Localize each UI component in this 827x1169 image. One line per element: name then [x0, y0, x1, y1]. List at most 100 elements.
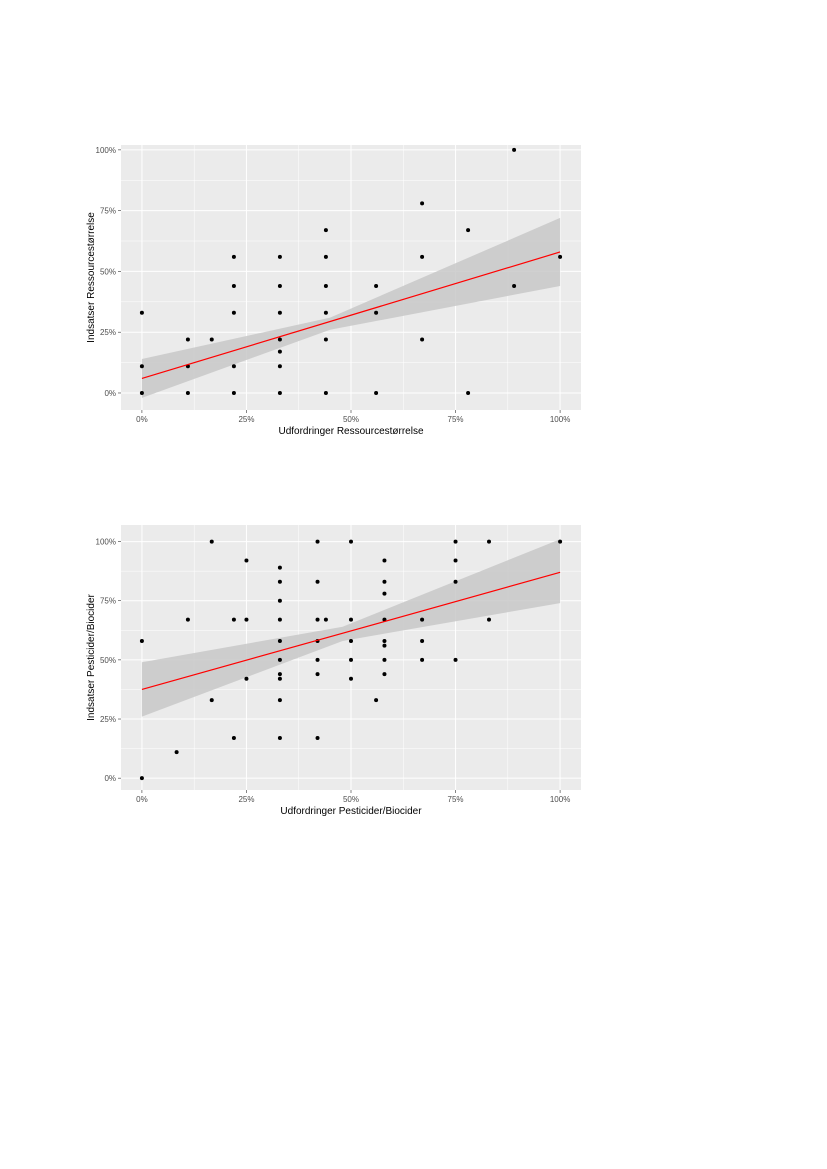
data-point — [244, 617, 249, 622]
data-point — [277, 698, 282, 703]
data-point — [420, 201, 425, 206]
data-point — [453, 539, 458, 544]
data-point — [382, 579, 387, 584]
data-point — [244, 676, 249, 681]
data-point — [231, 735, 236, 740]
y-tick-label: 25% — [100, 328, 116, 337]
data-point — [277, 672, 282, 677]
data-point — [185, 390, 190, 395]
y-axis-title: Indsatser Ressourcestørrelse — [86, 212, 97, 343]
confidence-band — [141, 217, 561, 398]
x-tick-label: 75% — [448, 415, 464, 424]
data-point — [277, 735, 282, 740]
data-point — [277, 390, 282, 395]
data-point — [139, 638, 144, 643]
data-point — [231, 284, 236, 289]
data-point — [349, 539, 353, 544]
y-tick-label: 100% — [96, 538, 116, 547]
data-point — [139, 364, 144, 369]
data-point — [185, 617, 190, 622]
data-point — [382, 672, 387, 677]
data-point — [512, 284, 517, 289]
y-tick-label: 100% — [96, 146, 116, 155]
data-point — [139, 776, 144, 781]
data-point — [487, 539, 491, 544]
data-point — [374, 390, 379, 395]
data-point — [231, 617, 236, 622]
data-point — [323, 390, 328, 395]
chart-svg: 0% 0% 25% 25% 50% 50% 75% 75% 100% 100% Udfordring… — [86, 525, 581, 817]
data-point — [382, 558, 387, 563]
data-point — [174, 750, 179, 755]
data-point — [420, 657, 425, 662]
y-axis-title: Indsatser Pesticider/Biocider — [86, 593, 97, 720]
data-point — [382, 591, 387, 596]
data-point — [244, 558, 249, 563]
data-point — [466, 390, 471, 395]
data-point — [420, 638, 425, 643]
data-point — [487, 617, 491, 622]
x-axis-title: Udfordringer Pesticider/Biocider — [280, 806, 422, 817]
data-point — [466, 228, 471, 233]
scatter-plot-ressourcestorrelse: 0% 0% 25% 25% 50% 50% 75% 75% 100% 100% Udfordring… — [0, 130, 827, 460]
data-point — [277, 349, 282, 354]
data-point — [382, 657, 387, 662]
data-point — [277, 598, 282, 603]
data-point — [231, 254, 236, 259]
x-tick-label: 75% — [448, 795, 464, 804]
data-point — [382, 643, 387, 648]
data-point — [420, 254, 425, 259]
data-point — [231, 390, 236, 395]
data-point — [420, 617, 425, 622]
data-point — [420, 337, 425, 342]
data-point — [277, 337, 282, 342]
x-tick-label: 100% — [550, 415, 570, 424]
y-tick-label: 50% — [100, 267, 116, 276]
chart-svg: 0% 0% 25% 25% 50% 50% 75% 75% 100% 100% Udfordring… — [86, 145, 581, 437]
x-tick-label: 25% — [238, 415, 254, 424]
x-tick-label: 50% — [343, 415, 359, 424]
regression-line — [141, 251, 561, 379]
regression-line — [141, 571, 561, 691]
data-point — [185, 337, 190, 342]
y-tick-label: 75% — [100, 597, 116, 606]
data-point — [139, 310, 144, 315]
scatter-plot-pesticider-biocider: 0% 0% 25% 25% 50% 50% 75% 75% 100% 100% Udfordring… — [0, 510, 827, 840]
data-point — [323, 254, 328, 259]
data-point — [349, 638, 353, 643]
data-point — [374, 698, 379, 703]
x-axis-title: Udfordringer Ressourcestørrelse — [278, 426, 423, 437]
data-point — [323, 337, 328, 342]
data-point — [315, 617, 320, 622]
y-tick-label: 25% — [100, 715, 116, 724]
data-point — [382, 638, 387, 643]
data-point — [323, 617, 328, 622]
data-point — [558, 539, 563, 544]
data-point — [277, 565, 282, 570]
x-tick-label: 0% — [136, 795, 148, 804]
y-tick-label: 0% — [104, 389, 116, 398]
data-point — [209, 698, 214, 703]
data-point — [453, 657, 458, 662]
data-point — [558, 254, 563, 259]
data-point — [374, 310, 379, 315]
data-point — [315, 735, 320, 740]
data-point — [323, 284, 328, 289]
data-point — [277, 617, 282, 622]
y-tick-label: 50% — [100, 656, 116, 665]
data-point — [323, 310, 328, 315]
data-point — [277, 284, 282, 289]
data-point — [315, 672, 320, 677]
data-point — [277, 579, 282, 584]
data-point — [277, 657, 282, 662]
data-point — [139, 390, 144, 395]
data-point — [453, 579, 458, 584]
y-tick-label: 0% — [104, 774, 116, 783]
data-point — [374, 284, 379, 289]
data-point — [349, 617, 353, 622]
data-point — [209, 337, 214, 342]
data-point — [231, 310, 236, 315]
data-point — [512, 147, 517, 152]
data-point — [231, 364, 236, 369]
y-tick-label: 75% — [100, 207, 116, 216]
